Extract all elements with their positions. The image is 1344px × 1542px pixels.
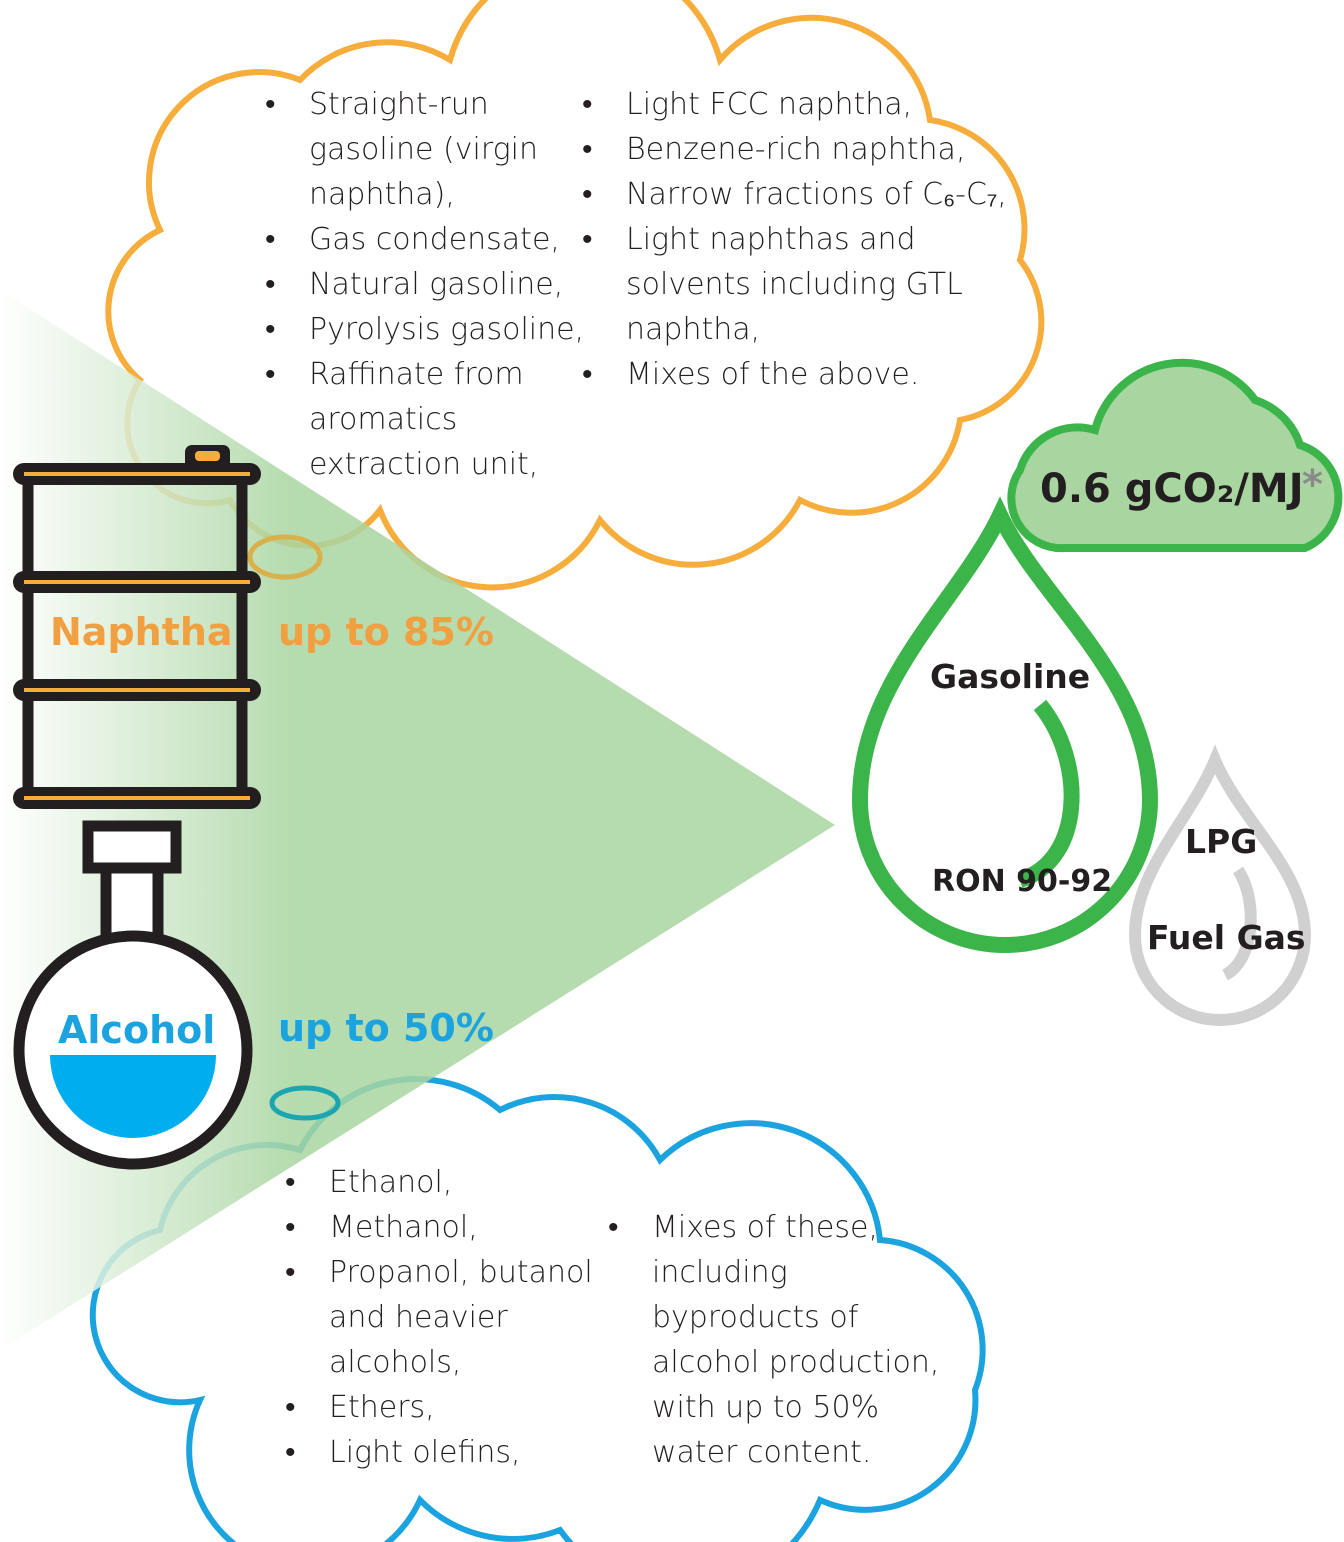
naphtha-list-left: Straight-run gasoline (virgin naphtha),G… — [265, 82, 585, 487]
alcohol-share: up to 50% — [278, 1006, 494, 1050]
feedstock-item: Raffinate from aromatics extraction unit… — [265, 352, 585, 487]
feedstock-item: Methanol, — [285, 1205, 615, 1250]
feedstock-item: Natural gasoline, — [265, 262, 585, 307]
emission-cloud — [1011, 363, 1338, 548]
emission-note: * — [1302, 462, 1323, 508]
gas-drop — [1135, 760, 1305, 1020]
infographic: Straight-run gasoline (virgin naphtha),G… — [0, 0, 1344, 1542]
feedstock-item: Narrow fractions of C₆-C₇, — [582, 172, 1022, 217]
feedstock-item: Straight-run gasoline (virgin naphtha), — [265, 82, 585, 217]
feedstock-item: Benzene-rich naphtha, — [582, 127, 1022, 172]
product-name: Gasoline — [930, 657, 1090, 696]
byproduct: Fuel Gas — [1147, 918, 1306, 957]
alcohol-list-right: Mixes of these, including byproducts of … — [608, 1205, 948, 1475]
feedstock-item: Ethers, — [285, 1385, 615, 1430]
feedstock-item: Propanol, butanol and heavier alcohols, — [285, 1250, 615, 1385]
feedstock-item: Mixes of these, including byproducts of … — [608, 1205, 948, 1475]
feedstock-item: Light FCC naphtha, — [582, 82, 1022, 127]
feedstock-item: Ethanol, — [285, 1160, 615, 1205]
feedstock-item: Light naphthas and solvents including GT… — [582, 217, 1022, 352]
feedstock-item: Pyrolysis gasoline, — [265, 307, 585, 352]
alcohol-label: Alcohol — [58, 1008, 215, 1052]
product-grade: RON 90-92 — [932, 864, 1112, 899]
naphtha-share: up to 85% — [278, 610, 494, 654]
feedstock-item: Light olefins, — [285, 1430, 615, 1475]
alcohol-list-left: Ethanol,Methanol,Propanol, butanol and h… — [285, 1160, 615, 1475]
emission-value: 0.6 gCO₂/MJ — [1040, 466, 1304, 512]
byproduct: LPG — [1185, 822, 1257, 861]
naphtha-list-right: Light FCC naphtha,Benzene-rich naphtha,N… — [582, 82, 1022, 397]
feedstock-item: Gas condensate, — [265, 217, 585, 262]
feedstock-item: Mixes of the above. — [582, 352, 1022, 397]
naphtha-label: Naphtha — [50, 610, 233, 654]
